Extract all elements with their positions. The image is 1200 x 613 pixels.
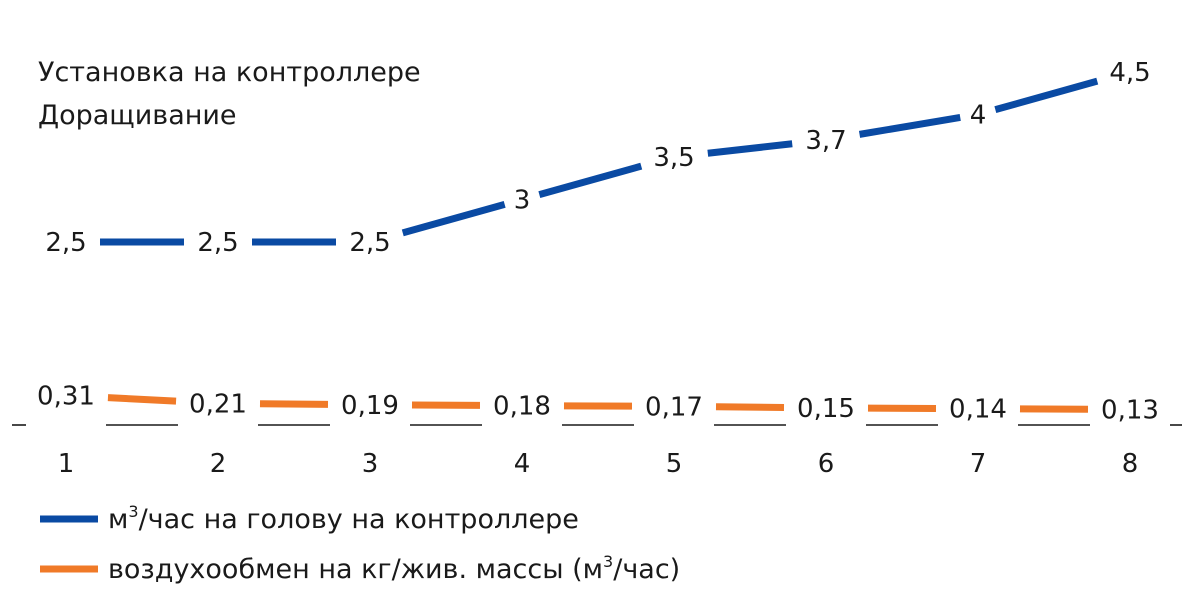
x-tick-label: 2 xyxy=(210,449,227,479)
series-1-line-segment xyxy=(707,140,793,157)
series-1-line-segment xyxy=(538,162,643,199)
data-label: 0,21 xyxy=(189,389,247,419)
data-label: 3,7 xyxy=(805,126,846,156)
series-1-line-segment xyxy=(994,77,1099,114)
data-label: 0,15 xyxy=(797,394,855,424)
data-label: 0,13 xyxy=(1101,396,1159,426)
data-label: 2,5 xyxy=(197,228,238,258)
x-tick-label: 8 xyxy=(1122,449,1139,479)
series-2: 0,31 0,21 0,19 0,18 0,17 0,15 0,14 0,13 xyxy=(37,381,1159,425)
series-1-line-segment xyxy=(401,200,506,237)
x-tick-label: 4 xyxy=(514,449,531,479)
legend-label: воздухообмен на кг/жив. массы (м3/час) xyxy=(108,552,680,585)
x-tick-label: 6 xyxy=(818,449,835,479)
series-2-line-segment xyxy=(259,400,329,408)
x-tick-label: 5 xyxy=(666,449,683,479)
data-label: 2,5 xyxy=(45,228,86,258)
series-1-line-segment xyxy=(858,114,961,138)
chart-title: Установка на контроллере Доращивание xyxy=(38,57,421,131)
data-label: 0,14 xyxy=(949,395,1007,425)
data-label: 0,31 xyxy=(37,381,95,411)
legend-label: м3/час на голову на контроллере xyxy=(108,502,579,535)
data-label: 3,5 xyxy=(653,143,694,173)
x-tick-label: 1 xyxy=(58,449,75,479)
series-1: 2,5 2,5 2,5 3 3,5 3,7 4 4,5 xyxy=(45,58,1150,258)
x-tick-label: 3 xyxy=(362,449,379,479)
data-label: 2,5 xyxy=(349,228,390,258)
title-line-2: Доращивание xyxy=(38,100,237,131)
series-2-line-segment xyxy=(107,394,177,405)
legend: м3/час на голову на контроллере воздухооб… xyxy=(40,502,680,585)
x-tick-label: 7 xyxy=(970,449,987,479)
series-lines: 2,5 2,5 2,5 3 3,5 3,7 4 4,5 0,31 0,21 0,19 0,18 0,17… xyxy=(37,58,1159,426)
title-line-1: Установка на контроллере xyxy=(38,57,421,88)
series-2-line-segment xyxy=(715,403,785,412)
data-label: 0,18 xyxy=(493,392,551,422)
data-label: 0,19 xyxy=(341,391,399,421)
x-axis: 1 2 3 4 5 6 7 8 xyxy=(12,424,1182,479)
data-label: 3 xyxy=(514,186,531,216)
data-label: 0,17 xyxy=(645,392,703,422)
data-label: 4,5 xyxy=(1109,58,1150,88)
data-label: 4 xyxy=(970,101,987,131)
